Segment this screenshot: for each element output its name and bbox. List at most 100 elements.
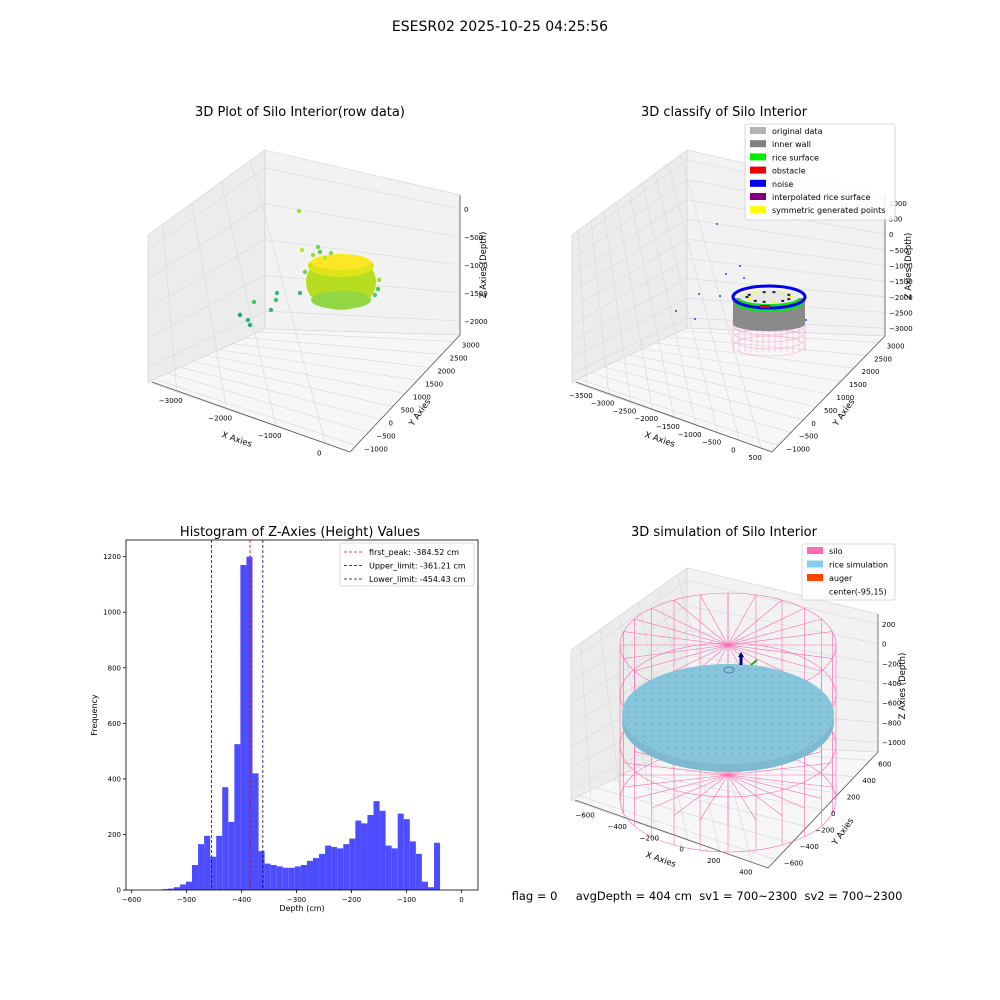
cls3d-surface-point	[781, 299, 785, 302]
sim3d-rice-dot	[803, 699, 805, 701]
sim3d-rice-dot	[787, 729, 789, 731]
sim3d-rice-dot	[819, 723, 821, 725]
sim3d-rice-dot	[643, 711, 645, 713]
sim3d-rice-dot	[787, 687, 789, 689]
hist-axes-frame	[125, 539, 479, 891]
sim3d-silo-spoke	[727, 774, 783, 816]
sim3d-silo-spoke	[673, 599, 729, 646]
raw3d-y-gridline	[258, 331, 454, 342]
sim3d-rice-dot	[707, 723, 709, 725]
sim3d-rice-dot	[763, 723, 765, 725]
raw3d-outlier-point	[376, 277, 382, 283]
cls3d-y-gridline	[629, 354, 829, 395]
cls3d-legend-swatch	[750, 193, 766, 200]
sim3d-rice-dot	[811, 729, 813, 731]
sim3d-legend-label: auger	[829, 574, 853, 583]
sim3d-rice-dot	[643, 735, 645, 737]
sim3d-rice-dot	[723, 741, 725, 743]
sim3d-rice-dot	[771, 753, 773, 755]
sim3d-rice-dot	[667, 693, 669, 695]
sim3d-rice-dot	[659, 717, 661, 719]
cls3d-z-tick-label: −1000	[889, 263, 913, 271]
raw3d-x-gridline	[220, 181, 277, 426]
sim3d-rice-dot	[755, 681, 757, 683]
sim3d-auger-ring	[723, 666, 735, 674]
figure-suptitle: ESESR02 2025-10-25 04:25:56	[392, 19, 608, 35]
sim3d-rice-dot	[795, 693, 797, 695]
cls3d-z-tick-label: −2000	[889, 294, 913, 302]
sim3d-rice-dot	[651, 699, 653, 701]
sim3d-rice-dot	[651, 735, 653, 737]
hist-bar	[173, 887, 180, 890]
sim3d-y-gridline	[595, 787, 792, 844]
cls3d-surface-point	[745, 296, 749, 298]
hist-y-tick-label: 1200	[103, 553, 121, 561]
sim3d-rice-dot	[651, 705, 653, 707]
hist-bar	[204, 835, 211, 890]
sim3d-rice-dot	[827, 705, 829, 707]
cls3d-legend-label: obstacle	[772, 167, 806, 176]
sim3d-z-tick-label: −400	[882, 680, 901, 688]
sim3d-z-tick-label: −200	[882, 660, 901, 668]
sim3d-rice-dot	[683, 699, 685, 701]
sim3d-rice-dot	[803, 717, 805, 719]
hist-y-tick-label: 800	[108, 664, 121, 672]
raw3d-z-tick-label: −1500	[464, 290, 488, 298]
sim3d-rice-dot	[787, 675, 789, 677]
sim3d-rice-dot	[667, 723, 669, 725]
sim3d-rice-dot	[659, 747, 661, 749]
sim3d-rice-dot	[667, 741, 669, 743]
sim3d-y-gridline	[612, 779, 808, 827]
sim3d-rice-dot	[691, 675, 693, 677]
raw3d-y-gridline	[219, 349, 418, 381]
sim3d-rice-dot	[723, 705, 725, 707]
sim3d-rice-dot	[699, 735, 701, 737]
sim3d-y-gridline	[579, 795, 776, 860]
cls3d-x-tick-label: −1500	[656, 423, 680, 431]
sim3d-rice-dot	[755, 693, 757, 695]
sim3d-rice-dot	[739, 753, 741, 755]
raw3d-y-tick-label: 500	[401, 407, 414, 415]
sim3d-rice-dot	[635, 711, 637, 713]
sim3d-rice-dot	[715, 669, 717, 671]
cls3d-z-gridline	[571, 238, 886, 309]
sim3d-rice-dot	[763, 699, 765, 701]
hist-bar	[252, 773, 259, 890]
raw3d-outlier-point	[274, 290, 280, 296]
sim3d-zlabel: Z Axies (Depth)	[898, 653, 908, 720]
cls3d-z-tick-label: −3000	[889, 325, 913, 333]
raw3d-x-tick-label: −2000	[208, 414, 232, 422]
sim3d-rice-dot	[635, 735, 637, 737]
sim3d-rice-dot	[667, 705, 669, 707]
sim3d-rice-dot	[723, 747, 725, 749]
sim3d-rice-dot	[667, 735, 669, 737]
cls3d-surface-point	[753, 299, 757, 302]
sim3d-rice-dot	[683, 753, 685, 755]
sim3d-rice-dot	[731, 729, 733, 731]
hist-bar	[313, 858, 320, 890]
cls3d-legend-items: original data inner wall rice surface obsta…	[750, 127, 885, 215]
sim3d-rice-dot	[795, 705, 797, 707]
sim3d-rice-dot	[771, 729, 773, 731]
raw3d-outlier-point	[310, 252, 316, 258]
sim3d-x-tick-label: 0	[679, 846, 683, 854]
sim3d-rice-dot	[803, 741, 805, 743]
sim3d-rice-dot	[707, 693, 709, 695]
raw3d-title: 3D Plot of Silo Interior(row data)	[195, 105, 405, 120]
sim3d-rice-dot	[651, 723, 653, 725]
sim3d-rice-dot	[739, 699, 741, 701]
sim3d-rice-dot	[635, 699, 637, 701]
sim3d-rice-dot	[691, 747, 693, 749]
cls3d-surface-point	[762, 300, 766, 303]
cls3d-surface-point	[772, 291, 776, 294]
sim3d-rice-dot	[747, 723, 749, 725]
sim3d-rice-dot	[715, 699, 717, 701]
sim3d-rice-dot	[803, 723, 805, 725]
sim3d-rice-dot	[643, 687, 645, 689]
raw3d-cloud-rim	[311, 254, 371, 270]
sim3d-rice-dot	[763, 711, 765, 713]
cls3d-z-gridline	[571, 258, 886, 326]
cls3d-y-gridline	[603, 366, 804, 421]
hist-bar	[421, 881, 428, 890]
